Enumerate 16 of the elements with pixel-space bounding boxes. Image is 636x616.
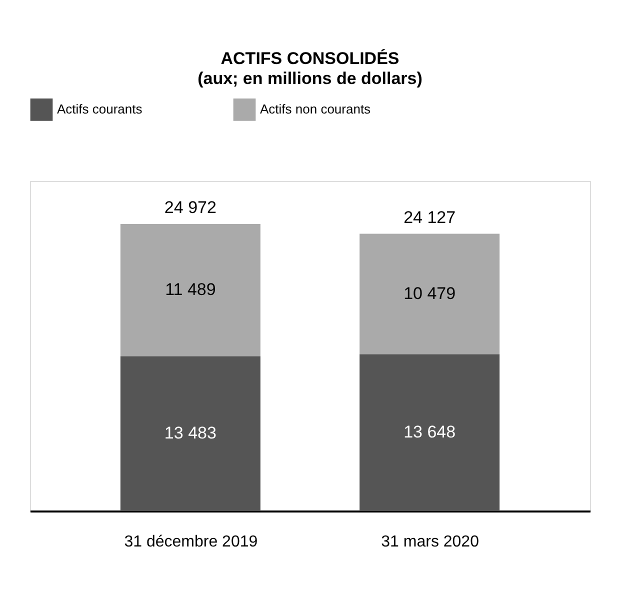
bar <box>120 224 260 356</box>
legend-label: Actifs courants <box>57 102 143 117</box>
data-label: 13 483 <box>164 424 216 443</box>
bar <box>120 356 260 511</box>
bar <box>360 234 500 354</box>
x-tick-label: 31 mars 2020 <box>381 534 480 550</box>
total-label: 24 127 <box>404 208 456 227</box>
legend-label: Actifs non courants <box>260 102 372 117</box>
chart-subtitle: (aux; en millions de dollars) <box>198 69 422 88</box>
bar <box>360 354 500 511</box>
data-label: 10 479 <box>404 284 456 303</box>
data-label: 11 489 <box>165 280 216 300</box>
chart-title: ACTIFS CONSOLIDÉS <box>220 48 400 68</box>
data-label: 13 648 <box>404 422 456 442</box>
total-label: 24 972 <box>164 198 216 218</box>
x-tick-label: 31 décembre 2019 <box>124 534 258 550</box>
